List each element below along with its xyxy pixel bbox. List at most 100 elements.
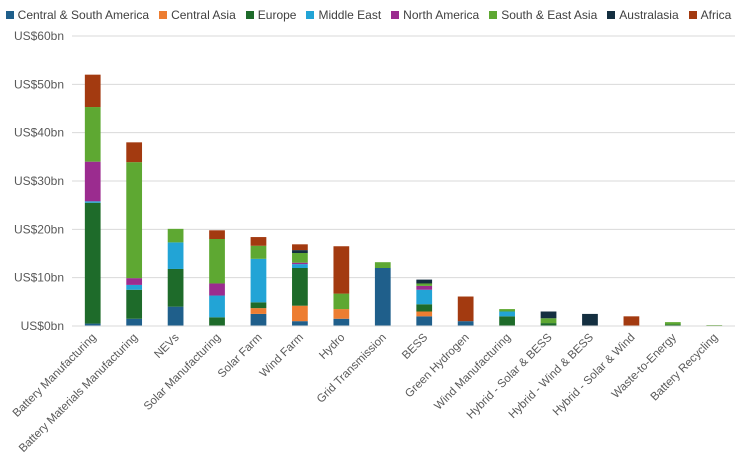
x-tick-label: Hydro [317,332,347,362]
x-tick-label: Wind Manufacturing [432,332,513,413]
bar-segment [84,201,101,203]
bar-segment [126,318,143,326]
bar-segment [84,161,101,202]
x-tick-label: Grid Transmission [315,332,389,406]
bar-segment [167,306,184,326]
y-tick-label: US$10bn [14,271,64,285]
bar-segment [292,253,308,263]
bar-segment [416,279,433,284]
bar-segment [333,318,350,326]
legend-label: Africa [700,8,732,22]
bar-segment [499,316,515,326]
bar-segment [292,264,308,268]
y-tick-label: US$20bn [14,222,64,236]
bar-segment [84,107,101,162]
x-tick-label: Wind Farm [258,332,306,380]
bar-segment [416,285,433,290]
bar-segment [250,313,267,326]
x-tick-label: Solar Farm [216,332,265,381]
bar-segment [126,162,143,279]
legend-label: Australasia [619,8,679,22]
y-tick-label: US$0bn [21,319,64,333]
legend-item: Central Asia [159,6,236,24]
legend-item: South & East Asia [489,6,597,24]
bar-segment [250,258,267,303]
legend-swatch [245,11,254,19]
bar-segment [167,242,184,269]
bar-segment [457,296,474,322]
bar-segment [292,262,308,265]
bar-segment [292,305,308,322]
x-tick-label: Battery Manufacturing [11,332,99,420]
legend-label: Middle East [318,8,382,22]
x-tick-label: Solar Manufacturing [142,332,223,413]
legend-swatch [391,11,400,19]
bar-segment [499,311,515,317]
bar-segment [374,262,391,268]
legend-label: Europe [257,8,297,22]
legend-swatch [159,11,168,19]
bar-segment [209,295,225,318]
bar-segment [209,239,225,284]
bar-segment [416,304,433,312]
legend-item: North America [391,6,479,24]
bar-segment [209,230,225,239]
y-tick-label: US$50bn [14,77,64,91]
bar-segment [457,321,474,326]
bar-segment [292,321,308,326]
legend-item: Australasia [607,6,679,24]
bar-segment [250,308,267,314]
legend-label: South & East Asia [501,8,598,22]
bar-segment [126,289,143,319]
bar-segment [664,324,681,326]
x-tick-label: Hybrid - Wind & BESS [507,331,597,421]
bar-segment [84,74,101,108]
legend-item: Europe [245,6,297,24]
bar-segment [126,142,143,163]
x-tick-label: Hybrid - Solar & Wind [551,332,638,419]
legend-swatch [489,11,498,19]
legend-swatch [688,11,697,19]
bar-segment [292,244,308,251]
legend-label: Central & South America [17,8,150,22]
bar-segment [126,278,143,285]
legend-swatch [306,11,315,19]
x-tick-label: Hybrid - Solar & BESS [465,331,555,421]
bar-segment [250,302,267,309]
bar-segment [623,316,640,326]
legend-item: Central & South America [5,6,150,24]
legend-label: North America [403,8,480,22]
y-axis-tick-labels: US$0bn US$10bn US$20bn US$30bn US$40bn US$50b… [14,29,64,333]
bar-segment [84,323,101,326]
legend-item: Middle East [306,6,381,24]
bar-segment [416,289,433,305]
bar-segment [582,313,598,326]
y-tick-label: US$60bn [14,29,64,43]
bar-segment [664,322,681,325]
bar-segment [250,245,267,259]
bar-segment [84,202,101,324]
bar-segment [333,293,350,310]
bar-segment [499,309,515,312]
bar-segment [374,268,391,326]
bar-segment [167,228,184,243]
bar-segment [167,268,184,307]
bar-segment [292,268,308,306]
bar-segment [209,283,225,296]
bar-segment [250,237,267,246]
bar-segment [209,317,225,326]
bar-segment [540,311,557,319]
x-tick-label: BESS [400,331,430,361]
x-tick-label: NEVs [152,331,181,360]
y-tick-label: US$40bn [14,126,64,140]
legend-item: Africa [688,6,732,24]
legend-swatch [5,11,14,19]
legend-label: Central Asia [171,8,236,22]
legend-swatch [607,11,616,19]
bar-segment [126,284,143,290]
bar-segment [540,323,557,326]
bar-segment [416,316,433,326]
bar-segment [416,311,433,317]
